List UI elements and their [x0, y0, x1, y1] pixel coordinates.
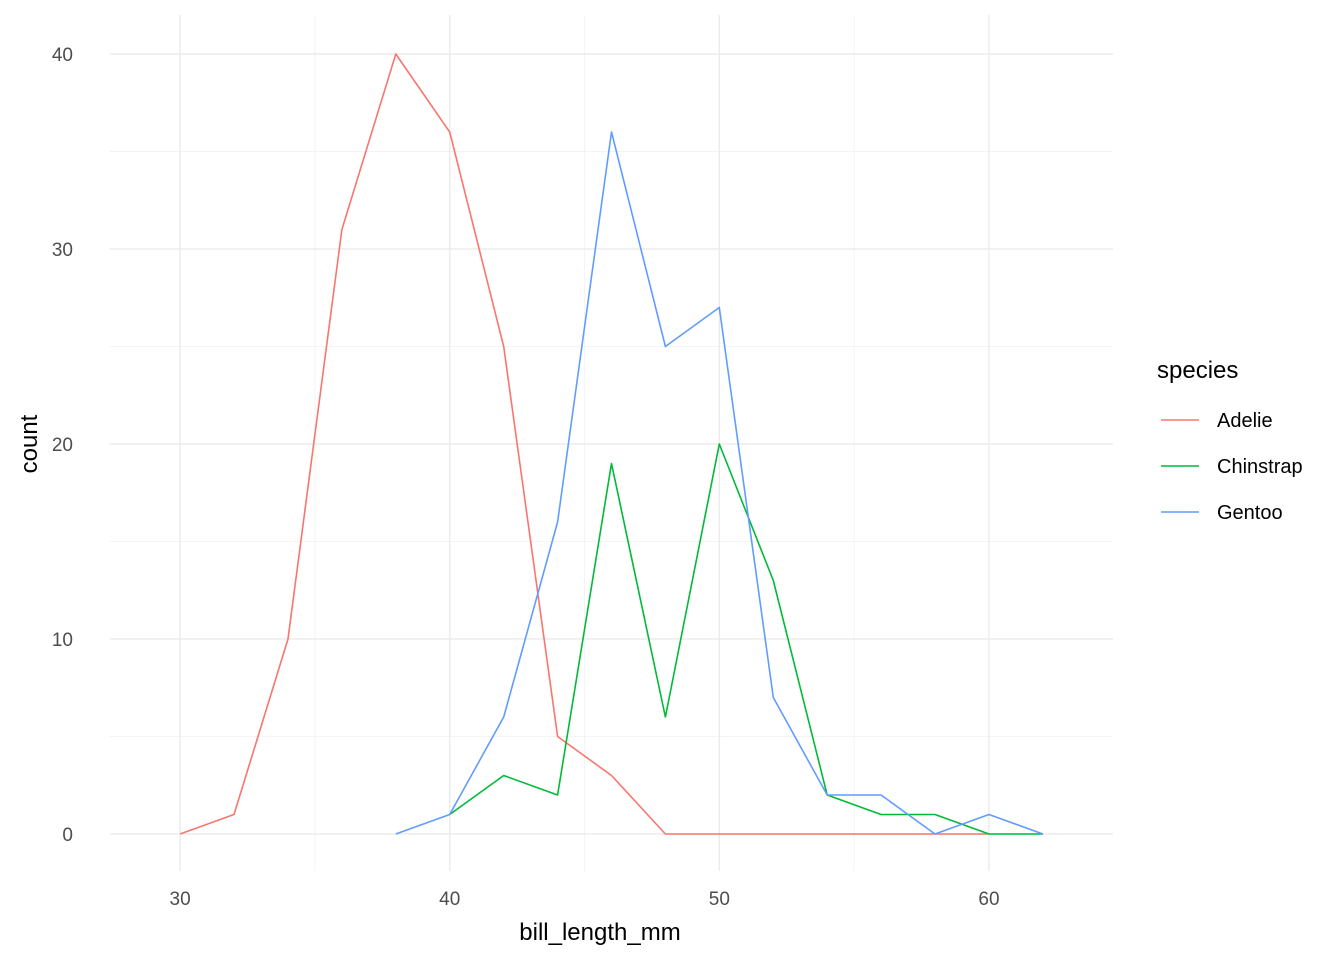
minor-gridlines: [110, 15, 1113, 871]
legend-label-gentoo: Gentoo: [1217, 502, 1283, 524]
x-tick-label: 30: [170, 889, 191, 910]
y-tick-label: 30: [52, 240, 73, 261]
x-tick-label: 60: [978, 889, 999, 910]
legend: species Adelie Chinstrap Gentoo: [1157, 357, 1303, 524]
y-axis-title: count: [16, 414, 43, 473]
legend-title: species: [1157, 357, 1238, 384]
series-line-adelie: [179, 53, 989, 835]
legend-items: Adelie Chinstrap Gentoo: [1161, 410, 1303, 524]
x-axis-tick-labels: 30 40 50 60: [170, 889, 1000, 910]
series-line-gentoo: [395, 131, 1044, 835]
x-tick-label: 40: [439, 889, 460, 910]
y-tick-label: 20: [52, 435, 73, 456]
series-line-chinstrap: [449, 443, 1043, 835]
y-axis-tick-labels: 0 10 20 30 40: [52, 45, 73, 846]
y-tick-label: 40: [52, 45, 73, 66]
x-axis-title: bill_length_mm: [519, 919, 680, 946]
y-tick-label: 0: [62, 825, 73, 846]
series-lines: [179, 53, 1044, 835]
y-tick-label: 10: [52, 630, 73, 651]
x-tick-label: 50: [709, 889, 730, 910]
major-gridlines: [110, 15, 1113, 871]
legend-label-adelie: Adelie: [1217, 410, 1273, 432]
legend-label-chinstrap: Chinstrap: [1217, 456, 1303, 478]
